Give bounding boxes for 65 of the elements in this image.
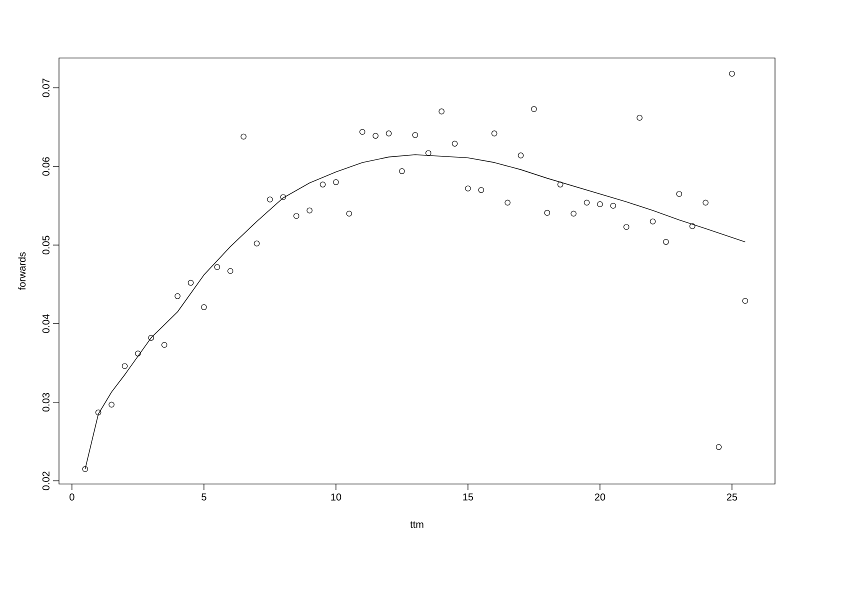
point xyxy=(161,342,168,348)
point xyxy=(716,444,722,450)
point xyxy=(584,200,590,206)
point xyxy=(174,293,180,300)
point xyxy=(82,466,88,472)
point xyxy=(188,280,194,286)
point xyxy=(570,210,576,217)
y-tick-label: 0.05 xyxy=(42,236,50,254)
point xyxy=(636,114,642,121)
point xyxy=(544,210,550,216)
point xyxy=(650,218,656,224)
point xyxy=(214,264,220,270)
point xyxy=(702,200,708,206)
point xyxy=(504,200,510,206)
x-tick-label: 20 xyxy=(594,494,606,501)
point xyxy=(399,168,405,174)
point xyxy=(623,224,630,230)
point xyxy=(108,402,114,408)
y-tick-label: 0.06 xyxy=(42,157,50,176)
point xyxy=(557,182,564,188)
point xyxy=(320,182,326,188)
y-tick-label: 0.03 xyxy=(42,392,50,412)
x-axis-title: ttm xyxy=(410,521,424,528)
point xyxy=(240,134,246,140)
point xyxy=(386,130,392,136)
point xyxy=(359,128,366,135)
point xyxy=(333,179,339,186)
point xyxy=(280,194,286,200)
y-tick-label: 0.04 xyxy=(42,314,50,333)
point xyxy=(95,410,102,416)
point xyxy=(597,201,603,208)
y-tick-label: 0.02 xyxy=(42,472,50,490)
point xyxy=(676,191,682,197)
point xyxy=(742,298,748,304)
point xyxy=(425,150,432,156)
x-tick-label: 5 xyxy=(202,494,206,500)
point xyxy=(267,196,273,202)
point xyxy=(227,268,234,274)
point xyxy=(452,140,458,147)
y-tick-label: 0.07 xyxy=(42,78,50,98)
point xyxy=(663,239,669,245)
point xyxy=(372,132,378,139)
point xyxy=(135,350,141,356)
point xyxy=(465,186,471,192)
point xyxy=(689,223,696,230)
x-tick-label: 15 xyxy=(463,494,474,500)
point xyxy=(293,213,300,219)
point xyxy=(306,208,312,214)
point xyxy=(346,210,352,217)
x-tick-label: 0 xyxy=(70,494,74,501)
point xyxy=(729,70,735,77)
point xyxy=(478,187,484,193)
point xyxy=(412,132,418,138)
x-tick-label: 25 xyxy=(726,494,738,501)
point xyxy=(201,304,207,310)
point xyxy=(518,152,524,158)
x-tick-label: 10 xyxy=(331,494,342,501)
point xyxy=(122,363,128,369)
point xyxy=(491,130,498,136)
point xyxy=(531,106,537,112)
y-axis-title: forwards xyxy=(18,252,26,290)
point xyxy=(148,334,154,341)
point xyxy=(438,108,444,114)
point xyxy=(610,202,616,209)
point xyxy=(254,240,260,246)
